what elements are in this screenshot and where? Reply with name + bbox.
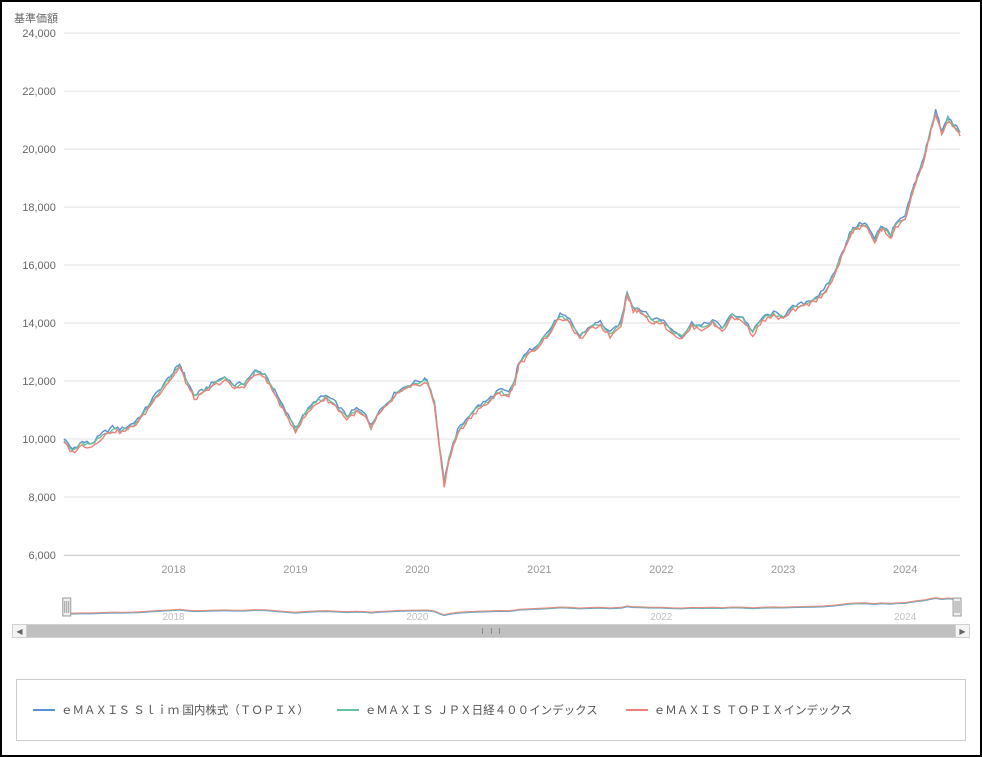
svg-text:2022: 2022 xyxy=(649,564,673,576)
svg-text:22,000: 22,000 xyxy=(22,86,55,98)
svg-text:2020: 2020 xyxy=(406,612,429,622)
svg-text:2024: 2024 xyxy=(894,612,917,622)
scroll-grip-icon xyxy=(482,628,500,634)
scroll-left-button[interactable]: ◀ xyxy=(13,625,27,637)
chart-frame: 基準価額 6,000 8,000 10,000 12,000 14,000 16,000 1… xyxy=(0,0,982,757)
svg-text:2019: 2019 xyxy=(283,564,307,576)
scroll-thumb[interactable] xyxy=(27,625,955,637)
legend-label-2: ｅＭＡＸＩＳ ＴＯＰＩＸインデックス xyxy=(654,702,852,718)
main-chart-area[interactable]: 6,000 8,000 10,000 12,000 14,000 16,000 18,000… xyxy=(12,26,970,582)
legend-item-1[interactable]: ｅＭＡＸＩＳ ＪＰＸ日経４００インデックス xyxy=(337,702,598,718)
legend-label-0: ｅＭＡＸＩＳ Ｓｌｉｍ 国内株式（ＴＯＰＩＸ） xyxy=(61,702,309,718)
svg-text:12,000: 12,000 xyxy=(22,376,55,388)
range-navigator[interactable]: 2018 2020 2022 2024 ◀ ▶ xyxy=(12,592,970,638)
legend-swatch-0 xyxy=(33,709,55,712)
svg-text:2022: 2022 xyxy=(650,612,673,622)
legend-swatch-1 xyxy=(337,709,359,712)
svg-text:18,000: 18,000 xyxy=(22,202,55,214)
svg-text:8,000: 8,000 xyxy=(28,492,55,504)
series-line-0 xyxy=(64,109,960,484)
svg-text:24,000: 24,000 xyxy=(22,28,55,40)
svg-text:2020: 2020 xyxy=(405,564,429,576)
svg-text:14,000: 14,000 xyxy=(22,318,55,330)
series-line-2 xyxy=(64,115,960,487)
svg-text:2024: 2024 xyxy=(893,564,917,576)
svg-text:16,000: 16,000 xyxy=(22,260,55,272)
svg-text:2023: 2023 xyxy=(771,564,795,576)
svg-text:20,000: 20,000 xyxy=(22,144,55,156)
legend-item-0[interactable]: ｅＭＡＸＩＳ Ｓｌｉｍ 国内株式（ＴＯＰＩＸ） xyxy=(33,702,309,718)
navigator-svg: 2018 2020 2022 2024 xyxy=(12,592,970,622)
legend-label-1: ｅＭＡＸＩＳ ＪＰＸ日経４００インデックス xyxy=(365,702,598,718)
series-line-1 xyxy=(64,114,960,486)
legend-swatch-2 xyxy=(626,709,648,712)
y-axis-title: 基準価額 xyxy=(14,10,58,26)
scroll-right-button[interactable]: ▶ xyxy=(955,625,969,637)
legend: ｅＭＡＸＩＳ Ｓｌｉｍ 国内株式（ＴＯＰＩＸ） ｅＭＡＸＩＳ ＪＰＸ日経４００イ… xyxy=(16,679,966,741)
main-chart-svg: 6,000 8,000 10,000 12,000 14,000 16,000 18,000… xyxy=(12,26,970,582)
scrollbar[interactable]: ◀ ▶ xyxy=(12,624,970,638)
svg-text:2018: 2018 xyxy=(162,612,185,622)
svg-text:6,000: 6,000 xyxy=(28,550,55,562)
svg-text:10,000: 10,000 xyxy=(22,434,55,446)
svg-text:2021: 2021 xyxy=(527,564,551,576)
legend-item-2[interactable]: ｅＭＡＸＩＳ ＴＯＰＩＸインデックス xyxy=(626,702,852,718)
svg-text:2018: 2018 xyxy=(161,564,185,576)
